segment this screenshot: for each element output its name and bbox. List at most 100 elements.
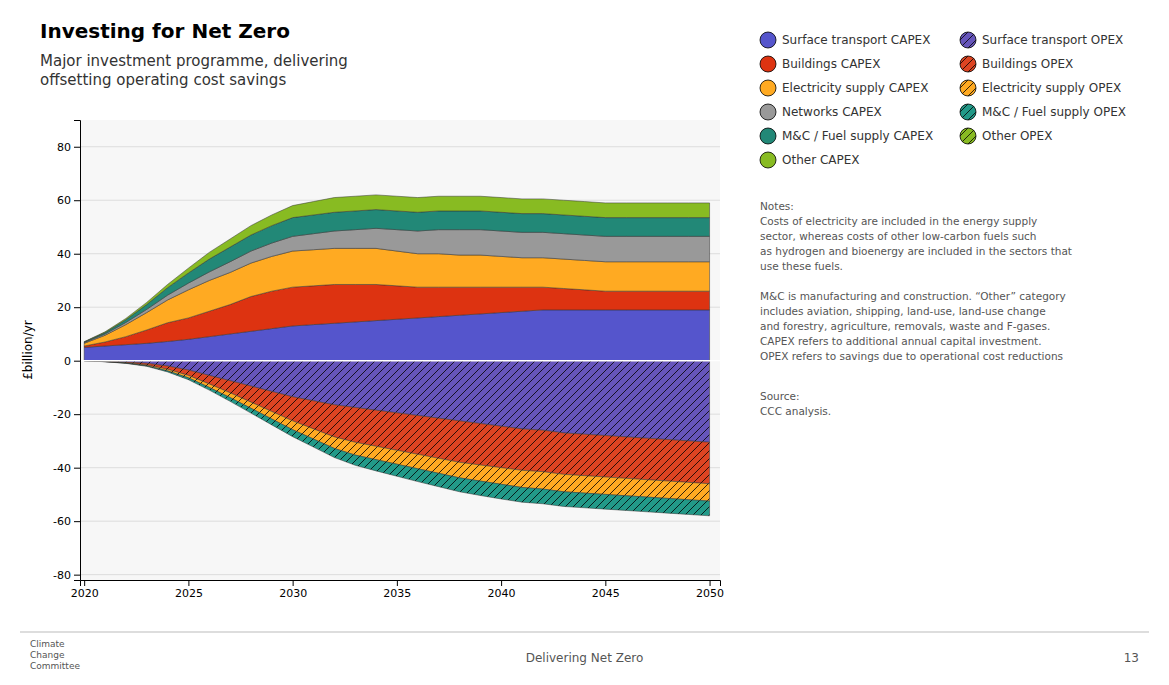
y-tick-label: -60 xyxy=(53,515,71,528)
y-tick-mark xyxy=(74,468,80,469)
y-axis: -80 -60 -40 -20 0 20 40 60 80 xyxy=(53,121,80,582)
legend-marker xyxy=(760,80,776,96)
y-tick: 0 xyxy=(64,355,80,368)
x-tick: 2025 xyxy=(175,580,203,600)
y-tick-mark xyxy=(74,147,80,148)
legend-marker xyxy=(960,32,976,48)
legend-item: Networks CAPEX xyxy=(760,104,882,120)
x-tick: 2035 xyxy=(383,580,411,600)
legend-marker xyxy=(760,104,776,120)
y-tick-mark xyxy=(74,575,80,576)
y-tick-label: 40 xyxy=(57,248,71,261)
y-axis-line xyxy=(74,121,81,581)
area xyxy=(84,195,709,342)
y-tick: 80 xyxy=(57,141,80,154)
legend: Surface transport CAPEX Buildings CAPEX El… xyxy=(760,32,1126,168)
legend-label: Other OPEX xyxy=(982,129,1052,143)
legend-marker xyxy=(760,32,776,48)
legend-label: Networks CAPEX xyxy=(782,105,882,119)
footer-separator xyxy=(20,632,1149,633)
legend-marker xyxy=(960,56,976,72)
x-tick-label: 2020 xyxy=(71,587,99,600)
area xyxy=(84,248,709,346)
y-tick-mark xyxy=(74,307,80,308)
legend-label: M&C / Fuel supply OPEX xyxy=(982,105,1126,119)
x-tick: 2020 xyxy=(71,580,99,600)
footer-right: 13 xyxy=(1124,651,1139,665)
y-tick: 60 xyxy=(57,194,80,207)
y-tick-mark xyxy=(74,254,80,255)
x-tick-mark xyxy=(84,580,85,586)
y-tick: -20 xyxy=(53,408,80,421)
legend-label: Buildings CAPEX xyxy=(782,57,880,71)
y-tick-mark xyxy=(74,200,80,201)
legend-label: Electricity supply CAPEX xyxy=(782,81,928,95)
legend-label: Buildings OPEX xyxy=(982,57,1073,71)
legend-item: Other OPEX xyxy=(960,128,1052,144)
legend-item: Other CAPEX xyxy=(760,152,860,168)
title: Investing for Net Zero xyxy=(40,19,290,43)
x-tick-mark xyxy=(293,580,294,586)
y-tick-mark xyxy=(74,361,80,362)
x-tick-label: 2030 xyxy=(279,587,307,600)
grid-line xyxy=(80,146,720,147)
x-tick-label: 2040 xyxy=(488,587,516,600)
legend-marker xyxy=(960,80,976,96)
x-tick: 2050 xyxy=(696,580,724,600)
legend-item: M&C / Fuel supply CAPEX xyxy=(760,128,933,144)
footer-center: Delivering Net Zero xyxy=(526,651,644,665)
grid-line xyxy=(80,521,720,522)
source: Source:CCC analysis. xyxy=(760,390,831,417)
legend-label: Surface transport CAPEX xyxy=(782,33,930,47)
y-tick-label: -20 xyxy=(53,408,71,421)
legend-item: M&C / Fuel supply OPEX xyxy=(960,104,1126,120)
legend-label: M&C / Fuel supply CAPEX xyxy=(782,129,933,143)
y-tick-mark xyxy=(74,414,80,415)
legend-marker xyxy=(760,56,776,72)
x-tick-label: 2035 xyxy=(383,587,411,600)
x-tick: 2030 xyxy=(279,580,307,600)
legend-marker xyxy=(960,104,976,120)
legend-marker xyxy=(760,152,776,168)
grid-line xyxy=(80,360,720,361)
y-tick: -60 xyxy=(53,515,80,528)
legend-label: Electricity supply OPEX xyxy=(982,81,1121,95)
x-tick-mark xyxy=(501,580,502,586)
chart-svg: Investing for Net ZeroMajor investment p… xyxy=(0,0,1169,685)
plot-background xyxy=(80,120,720,580)
legend-marker xyxy=(960,128,976,144)
y-tick: -80 xyxy=(53,569,80,582)
areas xyxy=(84,195,709,516)
legend-item: Surface transport CAPEX xyxy=(760,32,930,48)
x-tick: 2040 xyxy=(488,580,516,600)
y-axis-title: £billion/yr xyxy=(21,320,35,380)
y-tick-label: 80 xyxy=(57,141,71,154)
y-tick: 40 xyxy=(57,248,80,261)
legend-label: Other CAPEX xyxy=(782,153,860,167)
legend-item: Electricity supply OPEX xyxy=(960,80,1121,96)
legend-item: Buildings CAPEX xyxy=(760,56,880,72)
grid-line xyxy=(80,574,720,575)
y-tick-label: -80 xyxy=(53,569,71,582)
notes: Notes:Costs of electricity are included … xyxy=(760,200,1072,362)
x-tick-label: 2025 xyxy=(175,587,203,600)
y-tick-label: 0 xyxy=(64,355,71,368)
legend-item: Electricity supply CAPEX xyxy=(760,80,928,96)
zero-line xyxy=(80,360,720,362)
x-tick-label: 2045 xyxy=(592,587,620,600)
x-tick-mark xyxy=(397,580,398,586)
legend-item: Surface transport OPEX xyxy=(960,32,1123,48)
y-tick-label: 60 xyxy=(57,194,71,207)
y-tick: -40 xyxy=(53,462,80,475)
legend-label: Surface transport OPEX xyxy=(982,33,1123,47)
y-tick-mark xyxy=(74,521,80,522)
y-tick-label: -40 xyxy=(53,462,71,475)
x-tick: 2045 xyxy=(592,580,620,600)
x-tick-mark xyxy=(188,580,189,586)
x-axis: 2020 2025 2030 2035 2040 2045 2050 xyxy=(71,580,724,600)
x-tick-mark xyxy=(710,580,711,586)
x-tick-mark xyxy=(605,580,606,586)
y-tick-label: 20 xyxy=(57,301,71,314)
x-axis-line xyxy=(81,581,721,587)
x-tick-label: 2050 xyxy=(696,587,724,600)
